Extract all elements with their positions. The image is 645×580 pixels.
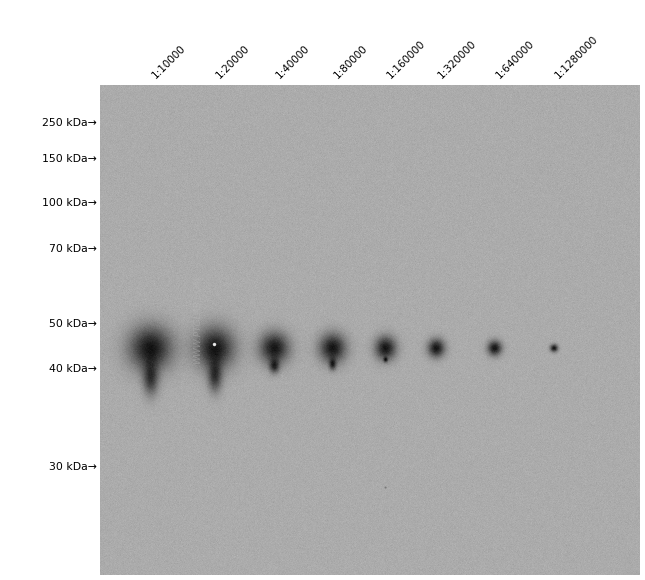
Text: 250 kDa→: 250 kDa→ [43,118,97,128]
Text: 1:160000: 1:160000 [385,38,427,80]
Text: 150 kDa→: 150 kDa→ [43,154,97,165]
Text: 1:20000: 1:20000 [215,42,252,80]
Text: WWW.PTGLAB.COM: WWW.PTGLAB.COM [193,276,202,364]
Text: 100 kDa→: 100 kDa→ [42,198,97,208]
Text: 1:640000: 1:640000 [494,38,536,80]
Text: 30 kDa→: 30 kDa→ [49,462,97,472]
Text: 50 kDa→: 50 kDa→ [49,318,97,329]
Text: 40 kDa→: 40 kDa→ [49,364,97,374]
Text: 1:10000: 1:10000 [150,42,188,80]
Text: 1:320000: 1:320000 [436,38,478,80]
Text: 70 kDa→: 70 kDa→ [49,244,97,254]
Text: 1:40000: 1:40000 [274,42,312,80]
Text: 1:80000: 1:80000 [332,42,370,80]
Text: 1:1280000: 1:1280000 [553,33,600,80]
